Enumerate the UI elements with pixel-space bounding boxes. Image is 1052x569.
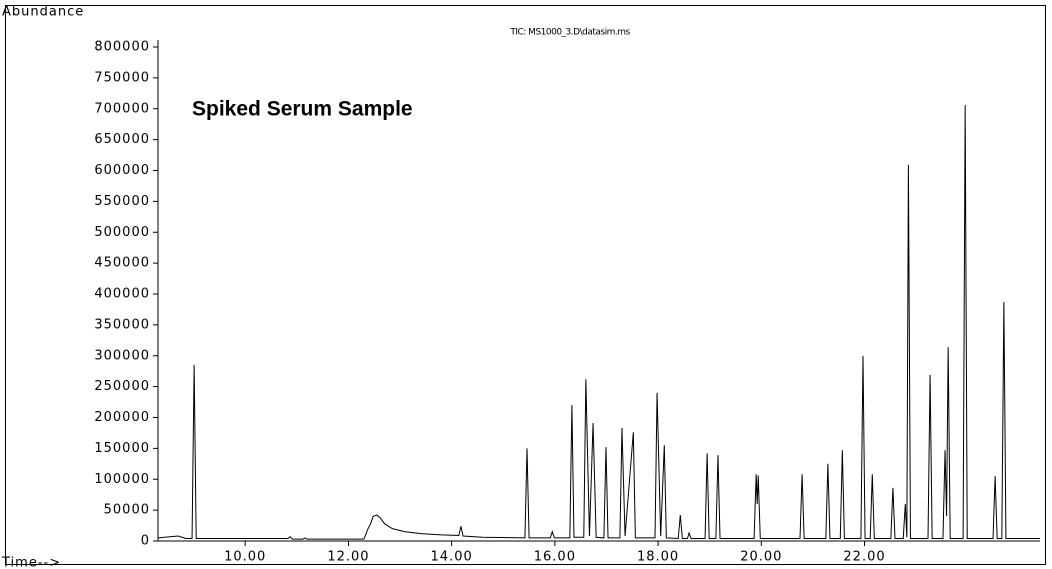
y-tick-label: 200000 [94, 410, 150, 425]
y-tick-label: 50000 [104, 503, 150, 518]
frame [5, 5, 1046, 565]
y-tick-label: 550000 [94, 194, 150, 209]
y-tick-label: 700000 [94, 101, 150, 116]
x-tick-label: 16.00 [534, 550, 576, 565]
x-tick-label: 10.00 [224, 550, 266, 565]
x-tick-label: 18.00 [637, 550, 679, 565]
y-tick-label: 800000 [94, 40, 150, 55]
y-tick-label: 350000 [94, 317, 150, 332]
y-tick-label: 450000 [94, 256, 150, 271]
x-axis-label: Time--> [1, 556, 61, 569]
y-tick-label: 150000 [94, 441, 150, 456]
y-axis-label: Abundance [2, 5, 84, 20]
y-tick-label: 100000 [94, 472, 150, 487]
y-tick-label: 250000 [94, 379, 150, 394]
chart-title: TIC: MS1000_3.D\datasim.ms [509, 28, 630, 38]
y-tick-label: 750000 [94, 70, 150, 85]
annotation: Spiked Serum Sample [192, 98, 413, 121]
y-tick-label: 600000 [94, 163, 150, 178]
y-tick-label: 500000 [94, 225, 150, 240]
x-tick-label: 14.00 [431, 550, 473, 565]
trace [157, 105, 1040, 540]
y-tick-label: 400000 [94, 287, 150, 302]
x-tick-label: 12.00 [327, 550, 369, 565]
y-tick-label: 300000 [94, 348, 150, 363]
y-tick-label: 650000 [94, 132, 150, 147]
x-tick-label: 22.00 [843, 550, 885, 565]
y-tick-label: 0 [141, 534, 150, 549]
x-tick-label: 20.00 [740, 550, 782, 565]
